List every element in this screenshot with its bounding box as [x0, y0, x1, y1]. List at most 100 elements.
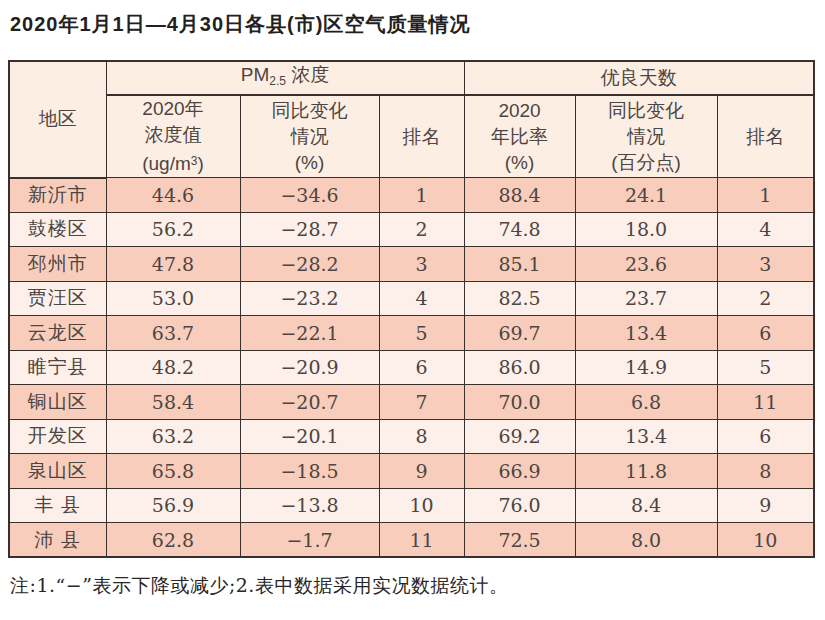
pm-value-cell: 58.4 [106, 385, 240, 420]
col-header-pm-rank: 排名 [379, 95, 464, 178]
table-row: 贾汪区53.0−23.2482.523.72 [9, 281, 814, 316]
pm-value-cell: 63.7 [106, 316, 240, 351]
region-cell: 开发区 [9, 419, 106, 454]
good-rank-cell: 9 [717, 488, 814, 523]
pm-value-cell: 62.8 [106, 523, 240, 558]
good-change-cell: 24.1 [575, 178, 717, 213]
good-rate-cell: 86.0 [464, 350, 575, 385]
pm-change-cell: −20.1 [240, 419, 379, 454]
table-header: 地区 PM2.5 浓度 优良天数 2020年 浓度值 (ug/m3) 同比变化 … [9, 61, 814, 178]
region-cell: 鼓楼区 [9, 212, 106, 247]
table-row: 鼓楼区56.2−28.7274.818.04 [9, 212, 814, 247]
pm-rank-cell: 10 [379, 488, 464, 523]
footnote: 注:1.“−”表示下降或减少;2.表中数据采用实况数据统计。 [10, 573, 817, 599]
concentration-header-unit: (ug/m3) [107, 148, 240, 177]
pm-change-cell: −20.9 [240, 350, 379, 385]
col-header-pm-change: 同比变化 情况 (%) [240, 95, 379, 178]
pm-value-cell: 53.0 [106, 281, 240, 316]
good-change-cell: 23.6 [575, 247, 717, 282]
col-header-region: 地区 [9, 61, 106, 178]
good-rate-cell: 82.5 [464, 281, 575, 316]
region-cell: 邳州市 [9, 247, 106, 282]
good-change-cell: 6.8 [575, 385, 717, 420]
page-title: 2020年1月1日—4月30日各县(市)区空气质量情况 [10, 10, 817, 38]
table-row: 沛 县62.8−1.71172.58.010 [9, 523, 814, 558]
good-rank-cell: 10 [717, 523, 814, 558]
good-rate-line1: 2020 [465, 98, 575, 124]
pm-change-cell: −28.2 [240, 247, 379, 282]
pm-change-cell: −18.5 [240, 454, 379, 489]
good-rate-cell: 76.0 [464, 488, 575, 523]
table-row: 新沂市44.6−34.6188.424.11 [9, 178, 814, 213]
col-header-good-rate: 2020 年比率 (%) [464, 95, 575, 178]
region-cell: 泉山区 [9, 454, 106, 489]
good-change-line2: 情况 [576, 124, 717, 150]
pm25-subscript: 2.5 [269, 74, 286, 88]
pm-change-line2: 情况 [241, 124, 379, 150]
pm-rank-cell: 6 [379, 350, 464, 385]
pm25-label-suffix: 浓度 [286, 64, 329, 85]
col-header-good-change: 同比变化 情况 (百分点) [575, 95, 717, 178]
good-rate-cell: 66.9 [464, 454, 575, 489]
unit-suffix: ) [197, 153, 203, 174]
col-header-concentration: 2020年 浓度值 (ug/m3) [106, 95, 240, 178]
region-cell: 睢宁县 [9, 350, 106, 385]
good-change-cell: 8.0 [575, 523, 717, 558]
good-change-cell: 14.9 [575, 350, 717, 385]
table-body: 新沂市44.6−34.6188.424.11鼓楼区56.2−28.7274.81… [9, 178, 814, 558]
pm-change-cell: −20.7 [240, 385, 379, 420]
header-sub-row: 2020年 浓度值 (ug/m3) 同比变化 情况 (%) 排名 2020 年比… [9, 95, 814, 178]
good-rank-cell: 6 [717, 419, 814, 454]
table-row: 丰 县56.9−13.81076.08.49 [9, 488, 814, 523]
good-change-cell: 18.0 [575, 212, 717, 247]
concentration-header-line1: 2020年 [107, 96, 240, 122]
pm-rank-cell: 11 [379, 523, 464, 558]
region-cell: 沛 县 [9, 523, 106, 558]
good-rate-line3: (%) [465, 150, 575, 176]
pm-value-cell: 48.2 [106, 350, 240, 385]
table-row: 睢宁县48.2−20.9686.014.95 [9, 350, 814, 385]
good-change-line1: 同比变化 [576, 98, 717, 124]
region-cell: 贾汪区 [9, 281, 106, 316]
good-rank-cell: 2 [717, 281, 814, 316]
good-rate-cell: 69.7 [464, 316, 575, 351]
unit-prefix: (ug/m [142, 153, 191, 174]
region-cell: 铜山区 [9, 385, 106, 420]
pm-change-cell: −1.7 [240, 523, 379, 558]
pm-change-line3: (%) [241, 150, 379, 176]
good-rate-cell: 85.1 [464, 247, 575, 282]
pm25-label-prefix: PM [241, 64, 270, 85]
header-group-row: 地区 PM2.5 浓度 优良天数 [9, 61, 814, 95]
col-header-good-rank: 排名 [717, 95, 814, 178]
good-rate-cell: 72.5 [464, 523, 575, 558]
pm-change-cell: −28.7 [240, 212, 379, 247]
pm-rank-cell: 8 [379, 419, 464, 454]
pm-change-line1: 同比变化 [241, 98, 379, 124]
table-row: 云龙区63.7−22.1569.713.46 [9, 316, 814, 351]
air-quality-table: 地区 PM2.5 浓度 优良天数 2020年 浓度值 (ug/m3) 同比变化 … [8, 60, 815, 558]
col-group-good-days: 优良天数 [464, 61, 814, 95]
good-rate-line2: 年比率 [465, 124, 575, 150]
good-rank-cell: 5 [717, 350, 814, 385]
pm-change-cell: −22.1 [240, 316, 379, 351]
good-change-line3: (百分点) [576, 150, 717, 176]
pm-change-cell: −23.2 [240, 281, 379, 316]
col-group-pm25: PM2.5 浓度 [106, 61, 464, 95]
table-row: 邳州市47.8−28.2385.123.63 [9, 247, 814, 282]
good-change-cell: 23.7 [575, 281, 717, 316]
page: 2020年1月1日—4月30日各县(市)区空气质量情况 地区 PM2.5 浓度 … [0, 0, 825, 599]
good-change-cell: 8.4 [575, 488, 717, 523]
pm-change-cell: −13.8 [240, 488, 379, 523]
good-rank-cell: 6 [717, 316, 814, 351]
good-change-cell: 13.4 [575, 316, 717, 351]
region-cell: 新沂市 [9, 178, 106, 213]
pm-rank-cell: 2 [379, 212, 464, 247]
pm-value-cell: 65.8 [106, 454, 240, 489]
region-cell: 云龙区 [9, 316, 106, 351]
pm-value-cell: 56.9 [106, 488, 240, 523]
good-rate-cell: 70.0 [464, 385, 575, 420]
good-rank-cell: 11 [717, 385, 814, 420]
pm-rank-cell: 9 [379, 454, 464, 489]
pm-rank-cell: 3 [379, 247, 464, 282]
pm-rank-cell: 4 [379, 281, 464, 316]
